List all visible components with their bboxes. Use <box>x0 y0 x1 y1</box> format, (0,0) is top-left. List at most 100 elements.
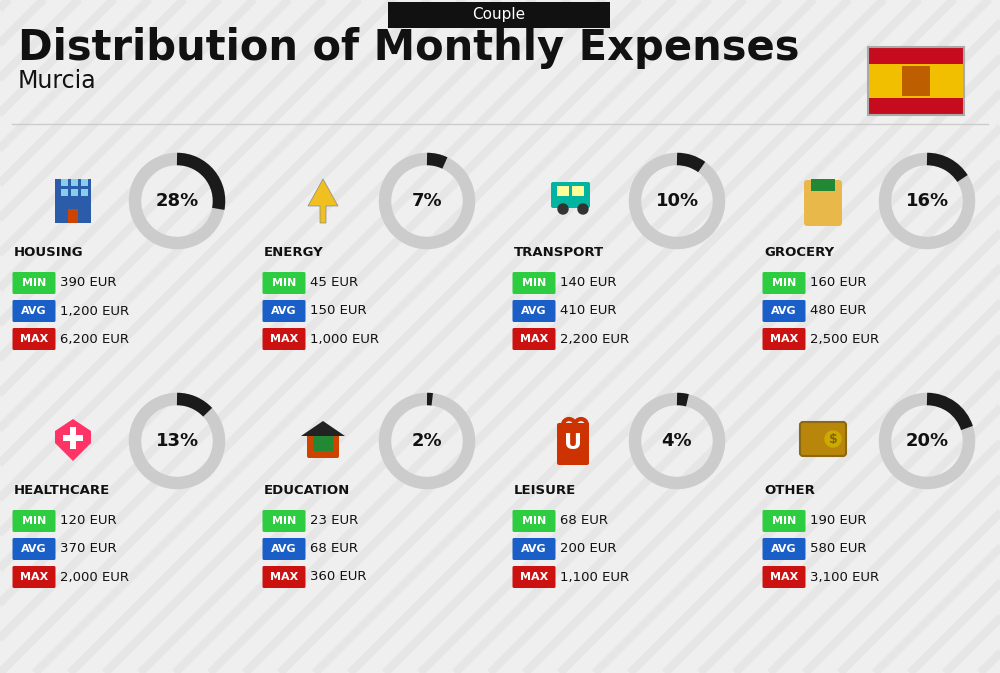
Text: 390 EUR: 390 EUR <box>60 277 116 289</box>
Polygon shape <box>55 419 91 461</box>
Polygon shape <box>301 421 345 436</box>
Text: 200 EUR: 200 EUR <box>560 542 616 555</box>
Text: 13%: 13% <box>155 432 199 450</box>
Circle shape <box>558 204 568 214</box>
Text: AVG: AVG <box>771 544 797 554</box>
FancyBboxPatch shape <box>763 566 806 588</box>
FancyBboxPatch shape <box>572 186 584 196</box>
FancyBboxPatch shape <box>262 510 306 532</box>
Text: 580 EUR: 580 EUR <box>810 542 866 555</box>
FancyBboxPatch shape <box>63 435 83 441</box>
Text: 2%: 2% <box>412 432 442 450</box>
Text: MAX: MAX <box>270 334 298 344</box>
Text: MIN: MIN <box>772 278 796 288</box>
Text: MIN: MIN <box>272 278 296 288</box>
FancyBboxPatch shape <box>512 510 556 532</box>
FancyBboxPatch shape <box>763 300 806 322</box>
FancyBboxPatch shape <box>12 328 56 350</box>
Text: 480 EUR: 480 EUR <box>810 304 866 318</box>
FancyBboxPatch shape <box>512 272 556 294</box>
Text: AVG: AVG <box>521 544 547 554</box>
Text: 360 EUR: 360 EUR <box>310 571 366 583</box>
Text: AVG: AVG <box>21 306 47 316</box>
FancyBboxPatch shape <box>55 179 91 223</box>
FancyBboxPatch shape <box>12 300 56 322</box>
Text: 68 EUR: 68 EUR <box>560 514 608 528</box>
Text: MIN: MIN <box>272 516 296 526</box>
Text: OTHER: OTHER <box>764 485 815 497</box>
FancyBboxPatch shape <box>902 66 930 96</box>
Text: EDUCATION: EDUCATION <box>264 485 350 497</box>
FancyBboxPatch shape <box>262 272 306 294</box>
Text: MIN: MIN <box>772 516 796 526</box>
Text: 10%: 10% <box>655 192 699 210</box>
Text: HEALTHCARE: HEALTHCARE <box>14 485 110 497</box>
Text: AVG: AVG <box>21 544 47 554</box>
Text: 7%: 7% <box>412 192 442 210</box>
Text: MAX: MAX <box>770 572 798 582</box>
Text: MAX: MAX <box>20 572 48 582</box>
Text: 410 EUR: 410 EUR <box>560 304 616 318</box>
Text: 45 EUR: 45 EUR <box>310 277 358 289</box>
Text: MAX: MAX <box>520 572 548 582</box>
Text: 150 EUR: 150 EUR <box>310 304 367 318</box>
Text: 16%: 16% <box>905 192 949 210</box>
Text: 23 EUR: 23 EUR <box>310 514 358 528</box>
Text: 3,100 EUR: 3,100 EUR <box>810 571 879 583</box>
Text: AVG: AVG <box>271 306 297 316</box>
FancyBboxPatch shape <box>763 538 806 560</box>
FancyBboxPatch shape <box>262 566 306 588</box>
Text: ENERGY: ENERGY <box>264 246 324 260</box>
Text: AVG: AVG <box>521 306 547 316</box>
Text: 28%: 28% <box>155 192 199 210</box>
Text: 2,500 EUR: 2,500 EUR <box>810 332 879 345</box>
Text: Murcia: Murcia <box>18 69 97 93</box>
Text: 1,200 EUR: 1,200 EUR <box>60 304 129 318</box>
FancyBboxPatch shape <box>868 98 964 115</box>
FancyBboxPatch shape <box>763 510 806 532</box>
FancyBboxPatch shape <box>12 272 56 294</box>
FancyBboxPatch shape <box>557 423 589 465</box>
FancyBboxPatch shape <box>12 510 56 532</box>
FancyBboxPatch shape <box>70 427 76 449</box>
Text: Couple: Couple <box>472 7 526 22</box>
Polygon shape <box>308 179 338 223</box>
Text: TRANSPORT: TRANSPORT <box>514 246 604 260</box>
Text: AVG: AVG <box>771 306 797 316</box>
Text: 68 EUR: 68 EUR <box>310 542 358 555</box>
FancyBboxPatch shape <box>262 300 306 322</box>
Text: 6,200 EUR: 6,200 EUR <box>60 332 129 345</box>
FancyBboxPatch shape <box>512 328 556 350</box>
Text: AVG: AVG <box>271 544 297 554</box>
FancyBboxPatch shape <box>868 64 964 98</box>
Text: MAX: MAX <box>520 334 548 344</box>
Text: MAX: MAX <box>20 334 48 344</box>
Text: GROCERY: GROCERY <box>764 246 834 260</box>
FancyBboxPatch shape <box>12 566 56 588</box>
Text: 370 EUR: 370 EUR <box>60 542 117 555</box>
FancyBboxPatch shape <box>12 538 56 560</box>
Circle shape <box>578 204 588 214</box>
Text: $: $ <box>829 433 837 446</box>
FancyBboxPatch shape <box>81 179 88 186</box>
Circle shape <box>825 431 841 447</box>
FancyBboxPatch shape <box>68 209 78 223</box>
FancyBboxPatch shape <box>512 300 556 322</box>
Text: 160 EUR: 160 EUR <box>810 277 866 289</box>
Text: HOUSING: HOUSING <box>14 246 84 260</box>
Text: 2,200 EUR: 2,200 EUR <box>560 332 629 345</box>
Text: MIN: MIN <box>22 516 46 526</box>
Text: Distribution of Monthly Expenses: Distribution of Monthly Expenses <box>18 27 800 69</box>
FancyBboxPatch shape <box>71 179 78 186</box>
Text: MAX: MAX <box>270 572 298 582</box>
FancyBboxPatch shape <box>800 422 846 456</box>
Text: 120 EUR: 120 EUR <box>60 514 117 528</box>
FancyBboxPatch shape <box>811 179 835 191</box>
FancyBboxPatch shape <box>61 189 68 196</box>
Text: 2,000 EUR: 2,000 EUR <box>60 571 129 583</box>
Text: 140 EUR: 140 EUR <box>560 277 616 289</box>
FancyBboxPatch shape <box>868 47 964 64</box>
Text: 4%: 4% <box>662 432 692 450</box>
Text: 1,000 EUR: 1,000 EUR <box>310 332 379 345</box>
FancyBboxPatch shape <box>763 328 806 350</box>
